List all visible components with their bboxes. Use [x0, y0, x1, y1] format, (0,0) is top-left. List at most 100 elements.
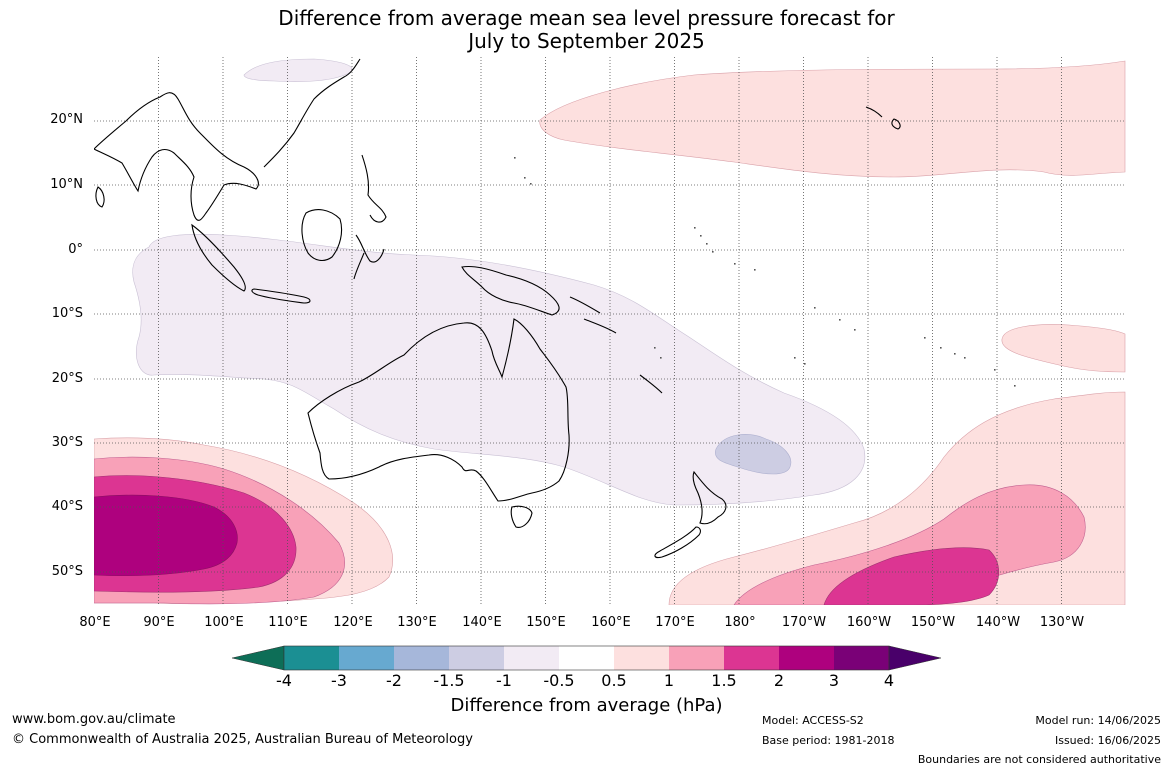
- colorbar-tick: -3: [331, 671, 347, 690]
- island-dot: [964, 357, 966, 359]
- chart-title-line1: Difference from average mean sea level p…: [278, 6, 895, 30]
- tasmania-coastline: [510, 505, 533, 528]
- north-pacific-high-anomaly: [539, 60, 1126, 178]
- java-coastline: [251, 288, 311, 304]
- asia-mainland-coastline: [94, 92, 259, 221]
- colorbar-tick: 3: [828, 671, 840, 690]
- lon-label-90e: 90°E: [143, 615, 175, 630]
- colorbar-tick: 0.5: [601, 671, 627, 690]
- tasman-low-anomaly: [715, 434, 792, 475]
- island-dot: [530, 183, 532, 185]
- lon-label-140w: 140°W: [975, 615, 1021, 630]
- colorbar-label: Difference from average (hPa): [450, 695, 723, 716]
- colorbar-tick: 1.5: [711, 671, 737, 690]
- lon-label-170e: 170°E: [655, 615, 695, 630]
- colorbar-swatch-plus-4: [888, 645, 942, 671]
- south-indian-ocean-high-anomaly: [94, 437, 393, 605]
- island-dot: [954, 353, 956, 355]
- philippines-coastline: [361, 154, 387, 223]
- website-link[interactable]: www.bom.gov.au/climate: [12, 712, 176, 727]
- island-dot: [994, 369, 996, 371]
- graticule: [94, 57, 1126, 605]
- lat-label-0: 0°: [68, 242, 83, 257]
- east-pacific-small-high-anomaly: [1001, 324, 1126, 373]
- boundaries-disclaimer: Boundaries are not considered authoritat…: [917, 753, 1161, 766]
- lon-label-170w: 170°W: [781, 615, 827, 630]
- island-dot: [794, 357, 796, 359]
- colorbar-swatch-minus-1-5-to-minus-1: [449, 646, 504, 670]
- lon-label-110e: 110°E: [268, 615, 308, 630]
- colorbar-swatch-minus-4-to-minus-3: [284, 646, 339, 670]
- copyright-notice: © Commonwealth of Australia 2025, Austra…: [12, 732, 473, 747]
- colorbar-tick: -4: [276, 671, 292, 690]
- colorbar-tick: -2: [386, 671, 402, 690]
- colorbar: [232, 645, 942, 671]
- colorbar-swatch-1-5-to-2: [724, 646, 779, 670]
- china-coast: [263, 58, 361, 168]
- coastlines: [94, 58, 901, 559]
- colorbar-swatch-minus-4: [232, 645, 285, 671]
- lon-label-180: 180°: [724, 615, 756, 630]
- lat-label-30s: 30°S: [51, 435, 83, 450]
- island-dot: [940, 347, 942, 349]
- model-name: Model: ACCESS-S2: [762, 714, 864, 727]
- colorbar-swatch-minus-3-to-minus-2: [339, 646, 394, 670]
- lat-label-10s: 10°S: [51, 306, 83, 321]
- lat-label-20s: 20°S: [51, 371, 83, 386]
- lat-label-50s: 50°S: [51, 564, 83, 579]
- island-dot: [524, 177, 526, 179]
- colorbar-swatch-minus-2-to-minus-1-5: [394, 646, 449, 670]
- island-dot: [804, 363, 806, 365]
- island-dot: [712, 251, 714, 253]
- lon-label-130w: 130°W: [1039, 615, 1085, 630]
- colorbar-swatch-near-zero: [559, 646, 614, 670]
- colorbar-swatch-2-to-3: [779, 646, 834, 670]
- colorbar-swatch-minus-1-to-minus-0-5: [504, 646, 559, 670]
- island-dot: [660, 357, 662, 359]
- lon-label-100e: 100°E: [204, 615, 244, 630]
- solomon-islands-coastline: [569, 296, 617, 334]
- lon-label-160w: 160°W: [846, 615, 892, 630]
- base-period: Base period: 1981-2018: [762, 734, 895, 747]
- island-dot: [854, 329, 856, 331]
- island-dot: [924, 337, 926, 339]
- lon-label-140e: 140°E: [462, 615, 502, 630]
- colorbar-swatch-3-to-4: [834, 646, 889, 670]
- colorbar-swatch-1-to-1-5: [669, 646, 724, 670]
- island-dot: [734, 263, 736, 265]
- island-dot: [754, 269, 756, 271]
- colorbar-tick: -0.5: [543, 671, 575, 690]
- pacific-islands: [514, 157, 1016, 387]
- new-guinea-coastline: [461, 265, 560, 316]
- new-zealand-south-coastline: [654, 526, 701, 559]
- sumatra-coastline: [191, 223, 246, 292]
- colorbar-swatch-0-5-to-1: [614, 646, 669, 670]
- island-dot: [706, 243, 708, 245]
- island-dot: [700, 235, 702, 237]
- lon-label-160e: 160°E: [591, 615, 631, 630]
- lon-label-120e: 120°E: [333, 615, 373, 630]
- model-run-date: Model run: 14/06/2025: [1035, 714, 1161, 727]
- island-dot: [514, 157, 516, 159]
- colorbar-tick: 1: [663, 671, 675, 690]
- island-dot: [694, 227, 696, 229]
- new-zealand-north-coastline: [692, 470, 727, 525]
- colorbar-tick: 2: [773, 671, 785, 690]
- forecast-map: [94, 57, 1126, 605]
- island-dot: [814, 307, 816, 309]
- lat-label-40s: 40°S: [51, 499, 83, 514]
- chart-title-line2: July to September 2025: [468, 29, 705, 53]
- island-dot: [1014, 385, 1016, 387]
- lon-label-150e: 150°E: [526, 615, 566, 630]
- new-caledonia-coastline: [639, 374, 663, 394]
- lat-label-10n: 10°N: [50, 177, 83, 192]
- south-pacific-high-anomaly: [668, 391, 1126, 605]
- sulawesi-coastline: [353, 234, 385, 280]
- island-dot: [654, 347, 656, 349]
- colorbar-tick: -1: [496, 671, 512, 690]
- sri-lanka-coastline: [95, 186, 105, 208]
- lon-label-130e: 130°E: [397, 615, 437, 630]
- hawaii-coastline: [865, 106, 901, 130]
- colorbar-tick: -1.5: [433, 671, 465, 690]
- australia-coastline: [307, 318, 570, 502]
